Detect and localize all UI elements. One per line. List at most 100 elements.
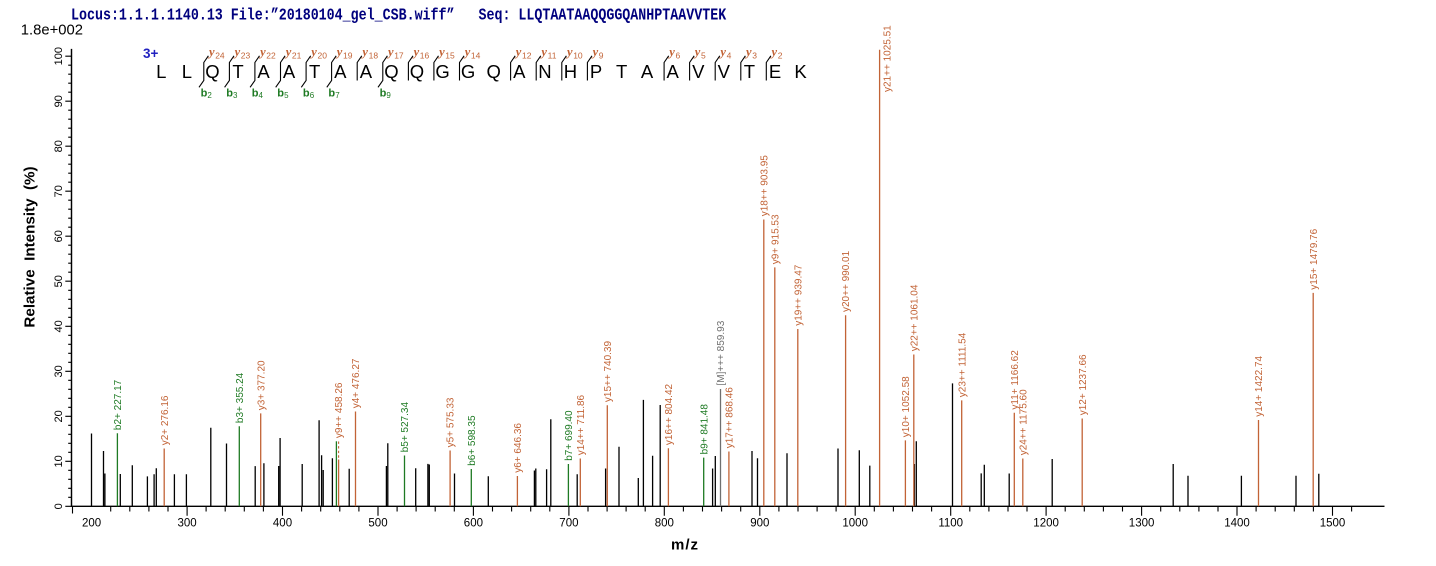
svg-text:24: 24 xyxy=(215,50,225,60)
svg-text:G: G xyxy=(461,61,475,82)
svg-text:800: 800 xyxy=(655,518,674,530)
svg-text:3: 3 xyxy=(752,50,757,60)
svg-text:300: 300 xyxy=(178,518,197,530)
svg-text:1300: 1300 xyxy=(1129,518,1155,530)
svg-text:Relative Intensity (%): Relative Intensity (%) xyxy=(22,166,39,327)
svg-text:Q: Q xyxy=(410,61,424,82)
svg-text:y21++ 1025.51: y21++ 1025.51 xyxy=(883,25,894,92)
svg-text:T: T xyxy=(232,61,243,82)
svg-text:5: 5 xyxy=(284,91,289,100)
svg-text:7: 7 xyxy=(335,91,340,100)
svg-text:b9+ 841.48: b9+ 841.48 xyxy=(699,404,710,455)
svg-text:b: b xyxy=(277,87,284,99)
svg-text:y12+ 1237.66: y12+ 1237.66 xyxy=(1078,354,1089,415)
svg-text:y: y xyxy=(207,45,215,59)
svg-text:y16++ 804.42: y16++ 804.42 xyxy=(664,383,675,445)
svg-text:G: G xyxy=(435,61,449,82)
svg-text:900: 900 xyxy=(750,518,769,530)
svg-text:m/z: m/z xyxy=(671,537,699,554)
svg-text:600: 600 xyxy=(464,518,483,530)
svg-text:20: 20 xyxy=(318,50,328,60)
svg-text:y6+ 646.36: y6+ 646.36 xyxy=(513,423,524,473)
svg-text:A: A xyxy=(667,61,680,82)
svg-text:b2+ 227.17: b2+ 227.17 xyxy=(113,379,124,430)
svg-text:20: 20 xyxy=(53,410,65,422)
svg-text:60: 60 xyxy=(53,230,65,242)
svg-text:2: 2 xyxy=(207,91,212,100)
svg-text:10: 10 xyxy=(573,50,583,60)
svg-text:6: 6 xyxy=(310,91,315,100)
svg-text:Q: Q xyxy=(384,61,398,82)
svg-text:y15+ 1479.76: y15+ 1479.76 xyxy=(1309,228,1320,289)
svg-text:y: y xyxy=(565,45,573,59)
svg-text:y14+ 1422.74: y14+ 1422.74 xyxy=(1254,355,1265,416)
svg-text:5: 5 xyxy=(701,50,706,60)
svg-text:16: 16 xyxy=(420,50,430,60)
svg-text:100: 100 xyxy=(53,47,65,65)
svg-text:A: A xyxy=(257,61,270,82)
svg-text:14: 14 xyxy=(471,50,481,60)
svg-text:b: b xyxy=(328,87,335,99)
svg-text:b7+ 699.40: b7+ 699.40 xyxy=(564,410,575,461)
svg-text:T: T xyxy=(616,61,627,82)
svg-text:b6+ 598.35: b6+ 598.35 xyxy=(467,415,478,466)
svg-text:A: A xyxy=(283,61,296,82)
svg-text:b: b xyxy=(226,87,233,99)
svg-text:4: 4 xyxy=(259,91,264,100)
svg-text:V: V xyxy=(692,61,705,82)
svg-text:y15++ 740.39: y15++ 740.39 xyxy=(603,340,614,402)
svg-text:40: 40 xyxy=(53,320,65,332)
svg-text:10: 10 xyxy=(53,455,65,467)
svg-text:1.8e+002: 1.8e+002 xyxy=(21,23,83,39)
svg-text:L: L xyxy=(182,61,192,82)
svg-text:22: 22 xyxy=(266,50,276,60)
svg-text:b5+ 527.34: b5+ 527.34 xyxy=(400,402,411,453)
svg-text:Q: Q xyxy=(487,61,501,82)
svg-text:6: 6 xyxy=(676,50,681,60)
svg-text:A: A xyxy=(334,61,347,82)
svg-text:2: 2 xyxy=(778,50,783,60)
svg-text:y: y xyxy=(591,45,599,59)
svg-text:y: y xyxy=(718,45,726,59)
svg-text:b: b xyxy=(380,87,387,99)
svg-text:y9+ 915.53: y9+ 915.53 xyxy=(770,214,781,264)
svg-text:L: L xyxy=(156,61,166,82)
svg-text:y18++ 903.95: y18++ 903.95 xyxy=(759,155,770,217)
svg-text:80: 80 xyxy=(53,140,65,152)
svg-text:y14++ 711.86: y14++ 711.86 xyxy=(576,394,587,455)
svg-text:y22++ 1061.04: y22++ 1061.04 xyxy=(909,284,920,351)
svg-text:y: y xyxy=(463,45,471,59)
svg-text:V: V xyxy=(718,61,731,82)
svg-text:y: y xyxy=(258,45,266,59)
svg-text:30: 30 xyxy=(53,365,65,377)
svg-text:[M]+++ 859.93: [M]+++ 859.93 xyxy=(716,320,727,385)
svg-text:15: 15 xyxy=(445,50,455,60)
svg-text:A: A xyxy=(513,61,526,82)
svg-text:0: 0 xyxy=(53,503,65,509)
svg-text:P: P xyxy=(590,61,602,82)
svg-text:y2+ 276.16: y2+ 276.16 xyxy=(160,395,171,445)
svg-text:21: 21 xyxy=(292,50,302,60)
svg-text:y: y xyxy=(539,45,547,59)
svg-text:3: 3 xyxy=(233,91,238,100)
svg-text:y24++ 1175.60: y24++ 1175.60 xyxy=(1018,389,1029,455)
svg-text:1200: 1200 xyxy=(1033,518,1059,530)
svg-text:200: 200 xyxy=(82,518,101,530)
svg-text:y10+ 1052.58: y10+ 1052.58 xyxy=(901,376,912,437)
svg-text:1000: 1000 xyxy=(842,518,868,530)
svg-text:3+: 3+ xyxy=(143,46,159,61)
svg-text:y3+ 377.20: y3+ 377.20 xyxy=(256,360,267,410)
svg-text:E: E xyxy=(769,61,781,82)
svg-text:17: 17 xyxy=(394,50,404,60)
svg-text:400: 400 xyxy=(273,518,292,530)
svg-text:9: 9 xyxy=(599,50,604,60)
svg-text:500: 500 xyxy=(368,518,387,530)
svg-text:y23++ 1111.54: y23++ 1111.54 xyxy=(957,332,968,397)
svg-text:70: 70 xyxy=(53,185,65,197)
svg-text:b: b xyxy=(303,87,310,99)
svg-text:y11+ 1166.62: y11+ 1166.62 xyxy=(1010,350,1021,410)
svg-text:y9++ 458.26: y9++ 458.26 xyxy=(334,382,345,438)
svg-text:18: 18 xyxy=(369,50,379,60)
svg-text:y17++ 868.46: y17++ 868.46 xyxy=(725,387,736,449)
svg-text:y: y xyxy=(514,45,522,59)
